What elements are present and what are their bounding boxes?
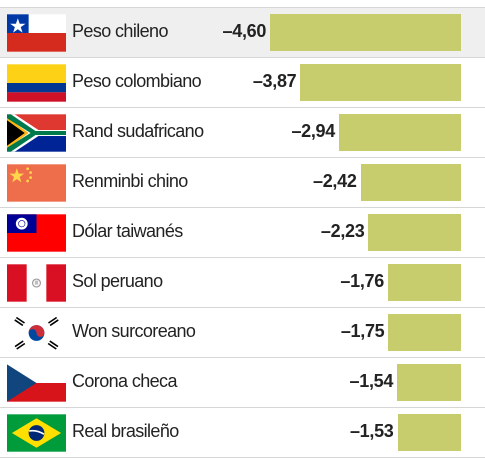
data-label: –1,76 [340,271,384,291]
chile-flag-icon [7,14,66,52]
category-label: Real brasileño [72,421,179,441]
bar-6 [387,264,461,301]
category-label: Won surcoreano [72,321,196,341]
data-label: –1,54 [349,371,394,391]
south-africa-flag-icon [7,114,66,152]
category-label: Peso chileno [72,21,168,41]
separator-line [0,307,485,308]
category-label: Sol peruano [72,271,163,291]
chart-row: Peso colombiano –3,87 [0,58,485,108]
bar-5 [368,214,461,251]
chart-row: Real brasileño –1,53 [0,408,485,458]
data-label: –1,75 [340,321,385,341]
peru-flag-icon [7,264,66,302]
data-label: –3,87 [252,71,297,91]
china-flag-icon [7,164,66,202]
data-label: –2,23 [320,221,365,241]
category-label: Peso colombiano [72,71,202,91]
czech-republic-flag-icon [7,364,66,402]
bar-7 [388,314,461,351]
separator-line [0,407,485,408]
bar-4 [360,164,461,201]
data-label: –2,94 [291,121,335,141]
chart-row: Rand sudafricano –2,94 [0,108,485,158]
category-label: Renminbi chino [72,171,188,191]
chart-row: Renminbi chino –2,42 [0,158,485,208]
chart-row: Won surcoreano –1,75 [0,308,485,358]
separator-line [0,57,485,58]
taiwan-flag-icon [7,214,66,252]
bar-2 [300,64,461,101]
separator-line [0,207,485,208]
south-korea-flag-icon [7,314,66,352]
colombia-flag-icon [7,64,66,102]
chart-row: Sol peruano –1,76 [0,258,485,308]
chart-row: Peso chileno –4,60 [0,8,485,58]
data-label: –2,42 [313,171,357,191]
separator-line [0,157,485,158]
separator-line [0,107,485,108]
category-label: Corona checa [72,371,177,391]
category-label: Dólar taiwanés [72,221,183,241]
bar-8 [397,364,461,401]
chart-row: Corona checa –1,54 [0,358,485,408]
separator-line [0,7,485,8]
chart-row: Dólar taiwanés –2,23 [0,208,485,258]
bar-9 [397,414,461,451]
separator-line [0,257,485,258]
category-label: Rand sudafricano [72,121,204,141]
separator-line [0,357,485,358]
bar-1 [270,14,461,51]
brazil-flag-icon [7,414,66,452]
data-label: –4,60 [222,21,267,41]
bar-3 [338,114,461,151]
data-label: –1,53 [349,421,394,441]
